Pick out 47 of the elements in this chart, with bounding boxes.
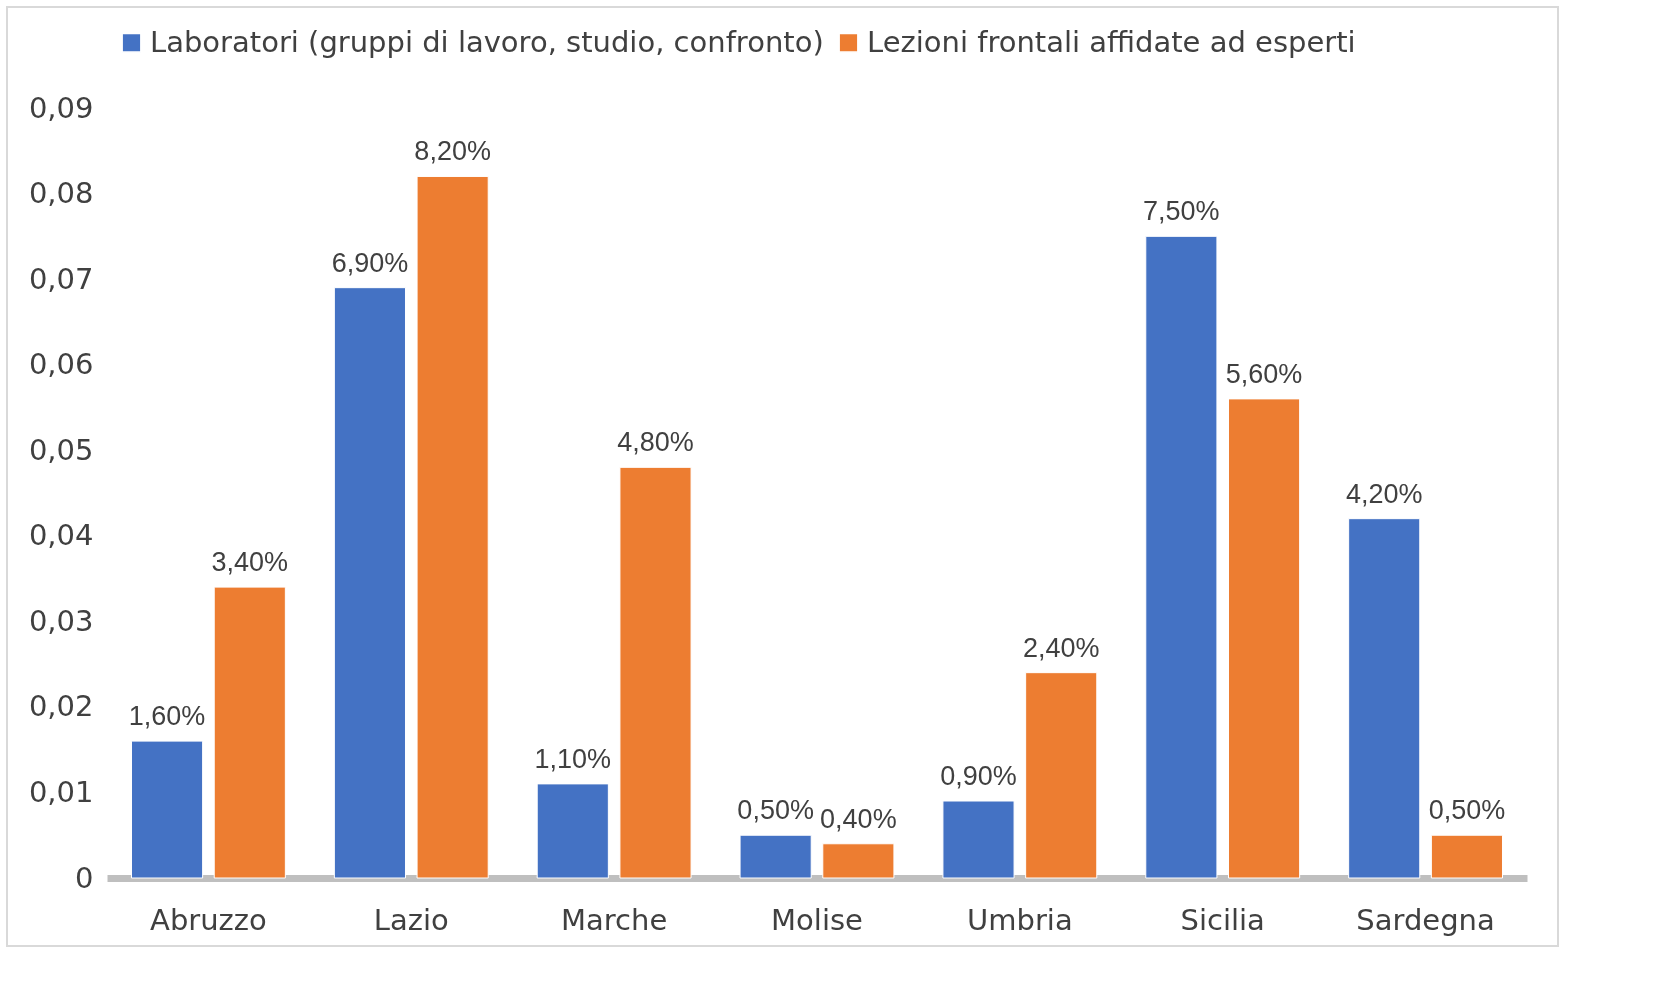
- data-label: 6,90%: [331, 247, 409, 278]
- data-label: 0,90%: [940, 761, 1017, 791]
- legend-label: Lezioni frontali affidate ad esperti: [867, 24, 1356, 59]
- data-label: 7,50%: [1143, 196, 1220, 227]
- bar: [213, 586, 286, 879]
- y-tick-label: 0,07: [28, 261, 94, 296]
- bar: [333, 287, 406, 879]
- y-tick-label: 0,08: [28, 176, 94, 211]
- x-tick-label: Marche: [561, 902, 668, 937]
- y-tick-label: 0,06: [28, 347, 94, 382]
- data-label: 4,80%: [617, 427, 694, 458]
- bar: [1145, 235, 1218, 879]
- x-tick-label: Sardegna: [1356, 902, 1495, 937]
- bar: [1430, 834, 1503, 879]
- y-tick-label: 0,01: [28, 774, 94, 809]
- bar: [1025, 672, 1098, 879]
- data-label: 1,60%: [128, 701, 206, 732]
- data-label: 5,60%: [1225, 358, 1303, 389]
- data-label: 3,40%: [211, 547, 289, 578]
- x-tick-label: Sicilia: [1180, 902, 1265, 937]
- bar: [1348, 518, 1421, 879]
- data-label: 8,20%: [414, 136, 491, 167]
- y-tick-label: 0: [75, 860, 94, 895]
- x-tick-label: Molise: [771, 902, 863, 937]
- y-tick-label: 0,03: [28, 603, 94, 638]
- data-label: 1,10%: [534, 743, 612, 774]
- bar: [942, 800, 1015, 879]
- bar: [1228, 398, 1301, 879]
- y-tick-label: 0,09: [28, 90, 94, 125]
- x-tick-label: Umbria: [967, 902, 1073, 937]
- y-tick-label: 0,05: [28, 432, 94, 467]
- y-tick-label: 0,04: [28, 518, 94, 553]
- data-label: 4,20%: [1345, 478, 1423, 509]
- bar: [619, 466, 692, 879]
- bar: [131, 740, 204, 879]
- data-label: 2,40%: [1022, 632, 1100, 663]
- data-label: 0,40%: [820, 803, 897, 834]
- bar: [536, 783, 609, 879]
- y-tick-label: 0,02: [28, 689, 94, 724]
- x-tick-label: Abruzzo: [150, 902, 267, 937]
- data-label: 0,50%: [737, 795, 814, 826]
- legend-label: Laboratori (gruppi di lavoro, studio, confronto): [150, 24, 824, 59]
- x-tick-label: Lazio: [373, 902, 449, 937]
- data-label: 0,50%: [1428, 795, 1506, 826]
- bar: [739, 834, 812, 879]
- bar: [822, 843, 895, 879]
- bar: [416, 175, 489, 879]
